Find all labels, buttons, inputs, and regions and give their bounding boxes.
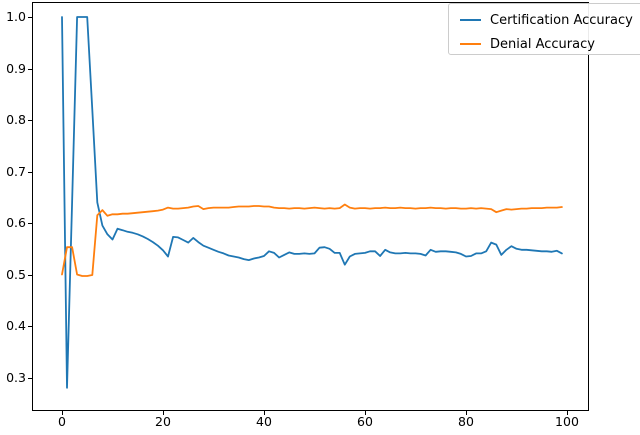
x-tick-label: 60 (357, 414, 373, 429)
chart-plot-area (32, 2, 589, 411)
y-tick-label: 0.4 (6, 317, 26, 333)
x-tick-mark (566, 411, 568, 415)
y-tick-mark (28, 326, 32, 327)
legend-label-certification-accuracy: Certification Accuracy (490, 12, 633, 28)
y-tick-label: 0.9 (6, 60, 26, 76)
y-tick-mark (28, 171, 32, 173)
x-tick-label: 0 (58, 414, 66, 429)
y-tick-label: 0.6 (6, 214, 26, 230)
certification-accuracy-line (61, 16, 563, 389)
y-tick-mark (28, 17, 32, 18)
y-tick-label: 0.5 (6, 266, 26, 282)
y-tick-mark (28, 68, 32, 70)
x-tick-mark (61, 411, 63, 415)
denial-accuracy-line-swatch (460, 43, 481, 45)
legend-item-denial-accuracy: Denial Accuracy (460, 32, 640, 56)
y-tick-mark (28, 223, 32, 224)
legend-label-denial-accuracy: Denial Accuracy (490, 36, 595, 52)
denial-accuracy-line (61, 203, 563, 277)
legend: Certification Accuracy Denial Accuracy (448, 3, 640, 55)
y-tick-mark (28, 274, 32, 276)
x-tick-mark (263, 411, 265, 415)
y-tick-label: 0.7 (6, 163, 26, 179)
x-tick-label: 40 (256, 414, 272, 429)
x-tick-mark (465, 411, 467, 415)
x-tick-label: 80 (458, 414, 474, 429)
x-tick-label: 20 (155, 414, 171, 429)
x-tick-label: 100 (555, 414, 579, 429)
y-tick-mark (28, 120, 32, 121)
x-tick-mark (162, 411, 164, 415)
legend-item-certification-accuracy: Certification Accuracy (460, 8, 640, 32)
y-tick-label: 0.8 (6, 111, 26, 127)
y-tick-mark (28, 377, 32, 379)
y-tick-label: 0.3 (6, 369, 26, 385)
y-tick-label: 1.0 (6, 8, 26, 24)
x-tick-mark (364, 411, 366, 415)
certification-accuracy-line-swatch (460, 19, 481, 21)
